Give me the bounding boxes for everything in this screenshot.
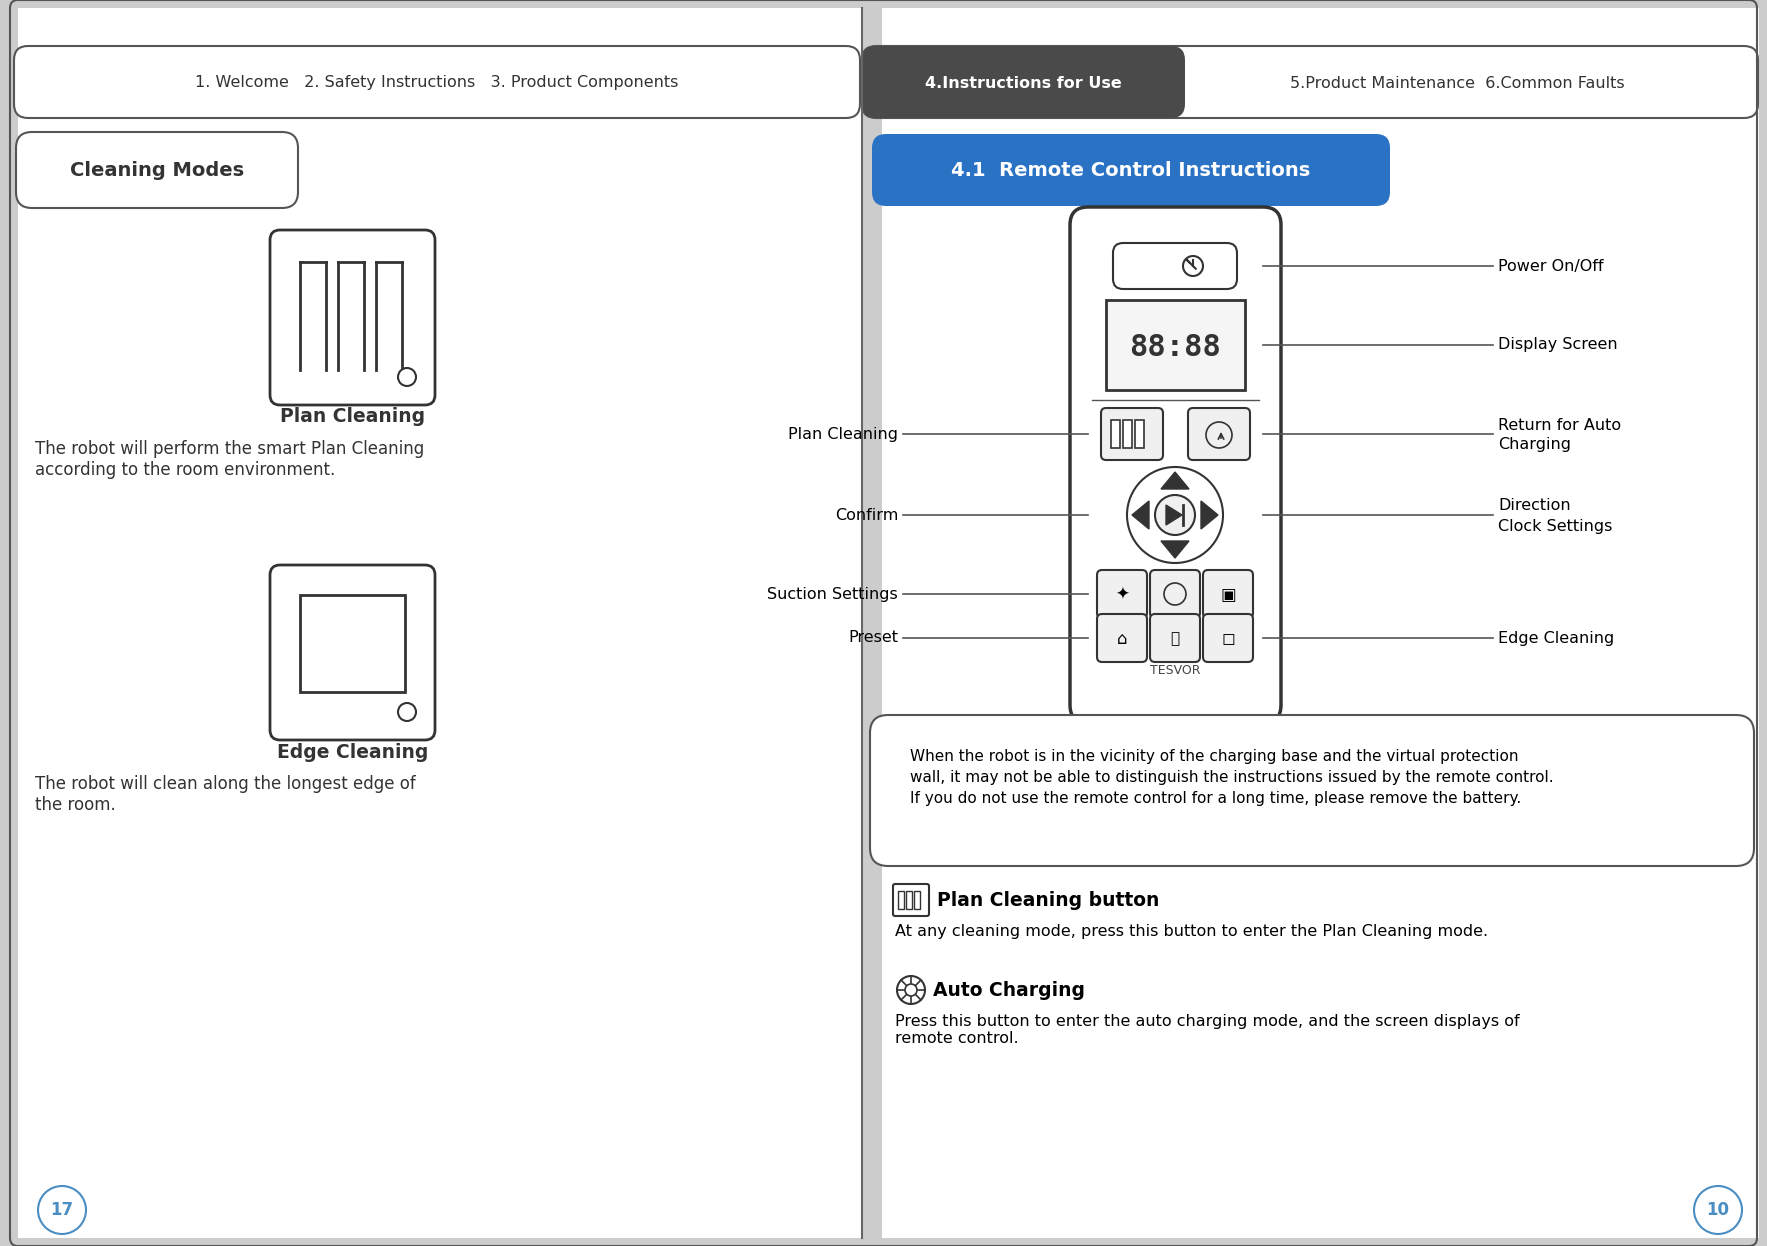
FancyBboxPatch shape <box>14 46 861 118</box>
Text: 17: 17 <box>51 1201 74 1219</box>
Bar <box>1106 300 1246 390</box>
Text: Plan Cleaning: Plan Cleaning <box>788 426 898 441</box>
Text: At any cleaning mode, press this button to enter the Plan Cleaning mode.: At any cleaning mode, press this button … <box>896 925 1488 939</box>
Text: Direction: Direction <box>1498 497 1571 512</box>
Text: Charging: Charging <box>1498 436 1571 451</box>
Circle shape <box>1164 583 1186 606</box>
FancyBboxPatch shape <box>1113 243 1237 289</box>
Text: 1. Welcome   2. Safety Instructions   3. Product Components: 1. Welcome 2. Safety Instructions 3. Pro… <box>196 76 679 91</box>
Bar <box>898 891 905 910</box>
Bar <box>906 891 912 910</box>
Bar <box>300 596 405 692</box>
Text: When the robot is in the vicinity of the charging base and the virtual protectio: When the robot is in the vicinity of the… <box>910 749 1553 806</box>
FancyBboxPatch shape <box>1203 614 1253 662</box>
Circle shape <box>398 703 415 721</box>
Text: ▣: ▣ <box>1221 586 1235 604</box>
Text: Suction Settings: Suction Settings <box>767 587 898 602</box>
Text: 5.Product Maintenance  6.Common Faults: 5.Product Maintenance 6.Common Faults <box>1290 76 1626 91</box>
FancyBboxPatch shape <box>862 46 1758 118</box>
Text: Press this button to enter the auto charging mode, and the screen displays of
re: Press this button to enter the auto char… <box>896 1014 1520 1047</box>
Circle shape <box>898 976 924 1004</box>
Text: 4.Instructions for Use: 4.Instructions for Use <box>926 76 1122 91</box>
Polygon shape <box>1202 501 1217 530</box>
FancyBboxPatch shape <box>1097 614 1147 662</box>
Text: Cleaning Modes: Cleaning Modes <box>71 161 244 179</box>
FancyBboxPatch shape <box>1097 569 1147 618</box>
Bar <box>1111 420 1120 449</box>
Text: The robot will clean along the longest edge of
the room.: The robot will clean along the longest e… <box>35 775 415 814</box>
Bar <box>914 891 921 910</box>
Text: 10: 10 <box>1707 1201 1730 1219</box>
Text: ◻: ◻ <box>1221 630 1235 648</box>
FancyBboxPatch shape <box>270 564 435 740</box>
Polygon shape <box>1166 505 1182 525</box>
FancyBboxPatch shape <box>1101 407 1163 460</box>
Text: Confirm: Confirm <box>834 507 898 522</box>
Text: Plan Cleaning: Plan Cleaning <box>279 407 426 426</box>
Circle shape <box>39 1186 87 1234</box>
Circle shape <box>905 984 917 996</box>
Circle shape <box>1156 495 1194 535</box>
Text: Display Screen: Display Screen <box>1498 338 1617 353</box>
Text: Clock Settings: Clock Settings <box>1498 520 1612 535</box>
Text: ✦: ✦ <box>1115 586 1129 604</box>
Bar <box>1124 420 1133 449</box>
Text: ⌂: ⌂ <box>1117 630 1127 648</box>
Text: Power On/Off: Power On/Off <box>1498 258 1603 274</box>
FancyBboxPatch shape <box>270 231 435 405</box>
FancyBboxPatch shape <box>1187 407 1249 460</box>
Text: Preset: Preset <box>848 630 898 645</box>
FancyBboxPatch shape <box>16 132 299 208</box>
Text: 4.1  Remote Control Instructions: 4.1 Remote Control Instructions <box>951 162 1311 181</box>
Circle shape <box>1695 1186 1742 1234</box>
Circle shape <box>1207 422 1232 449</box>
Text: Plan Cleaning button: Plan Cleaning button <box>937 891 1159 910</box>
FancyBboxPatch shape <box>892 883 929 916</box>
Text: The robot will perform the smart Plan Cleaning
according to the room environment: The robot will perform the smart Plan Cl… <box>35 440 424 478</box>
Bar <box>1134 420 1143 449</box>
Circle shape <box>1182 255 1203 277</box>
Text: Return for Auto: Return for Auto <box>1498 419 1620 434</box>
Circle shape <box>398 368 415 386</box>
FancyBboxPatch shape <box>869 715 1755 866</box>
Polygon shape <box>1161 472 1189 488</box>
Bar <box>18 7 862 1239</box>
FancyBboxPatch shape <box>1150 614 1200 662</box>
Polygon shape <box>1133 501 1149 530</box>
FancyBboxPatch shape <box>871 135 1391 206</box>
Bar <box>882 7 1758 1239</box>
Text: 88:88: 88:88 <box>1129 333 1221 361</box>
FancyBboxPatch shape <box>1203 569 1253 618</box>
Text: Auto Charging: Auto Charging <box>933 981 1085 999</box>
Polygon shape <box>1161 541 1189 558</box>
FancyBboxPatch shape <box>862 46 1186 118</box>
FancyBboxPatch shape <box>1071 207 1281 723</box>
Text: TESVOR: TESVOR <box>1150 664 1200 678</box>
Text: ⏰: ⏰ <box>1170 632 1180 647</box>
Text: Edge Cleaning: Edge Cleaning <box>277 743 428 761</box>
FancyBboxPatch shape <box>1150 569 1200 618</box>
Text: Edge Cleaning: Edge Cleaning <box>1498 630 1615 645</box>
